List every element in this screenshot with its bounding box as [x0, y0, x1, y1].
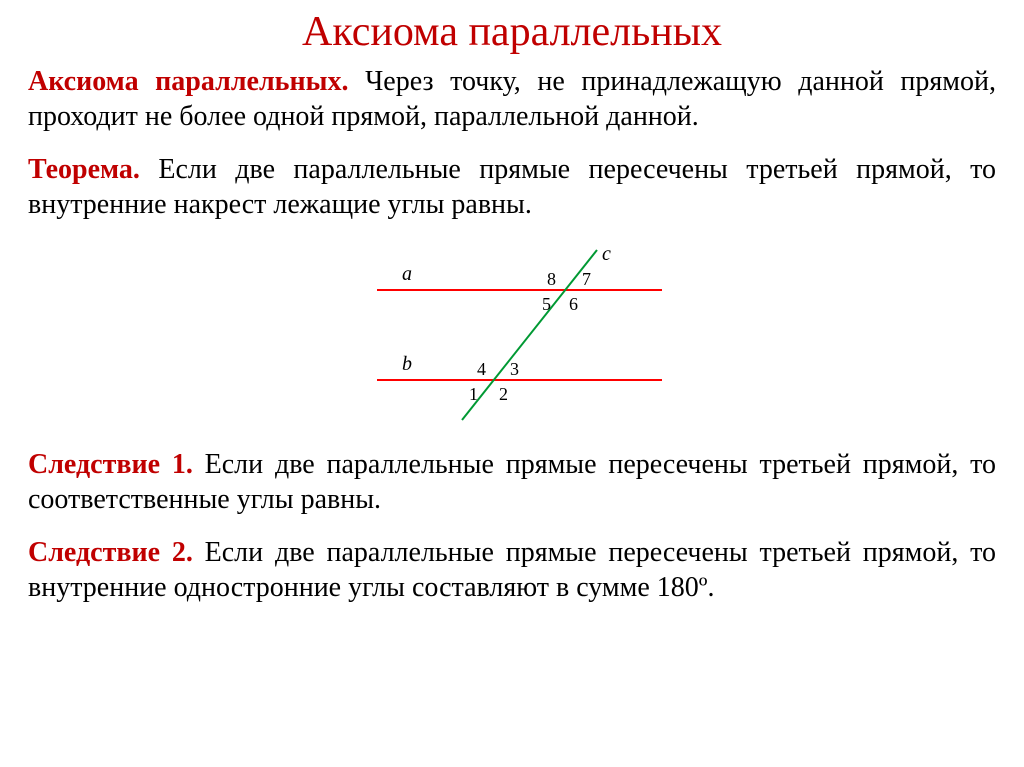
- angle-8: 8: [547, 269, 556, 289]
- angle-6: 6: [569, 294, 578, 314]
- angle-3: 3: [510, 359, 519, 379]
- theorem-body: Если две параллельные прямые пересечены …: [28, 154, 996, 220]
- label-b: b: [402, 353, 412, 375]
- angle-2: 2: [499, 384, 508, 404]
- angle-1: 1: [469, 384, 478, 404]
- parallel-lines-diagram: a b c 8 7 5 6 4 3 1 2: [347, 240, 677, 425]
- label-a: a: [402, 263, 412, 285]
- page: Аксиома параллельных Аксиома параллельны…: [0, 0, 1024, 605]
- axiom-lead: Аксиома параллельных.: [28, 66, 348, 97]
- corollary-1-paragraph: Следствие 1. Если две параллельные прямы…: [28, 447, 996, 517]
- theorem-lead: Теорема.: [28, 154, 140, 185]
- corollary-2-lead: Следствие 2.: [28, 537, 193, 568]
- angle-7: 7: [582, 269, 591, 289]
- theorem-paragraph: Теорема. Если две параллельные прямые пе…: [28, 152, 996, 222]
- axiom-paragraph: Аксиома параллельных. Через точку, не пр…: [28, 64, 996, 134]
- corollary-2-paragraph: Следствие 2. Если две параллельные прямы…: [28, 535, 996, 605]
- corollary-1-lead: Следствие 1.: [28, 449, 193, 480]
- angle-5: 5: [542, 294, 551, 314]
- line-c: [462, 250, 597, 420]
- diagram-container: a b c 8 7 5 6 4 3 1 2: [28, 240, 996, 425]
- label-c: c: [602, 243, 611, 265]
- page-title: Аксиома параллельных: [28, 8, 996, 56]
- angle-4: 4: [477, 359, 486, 379]
